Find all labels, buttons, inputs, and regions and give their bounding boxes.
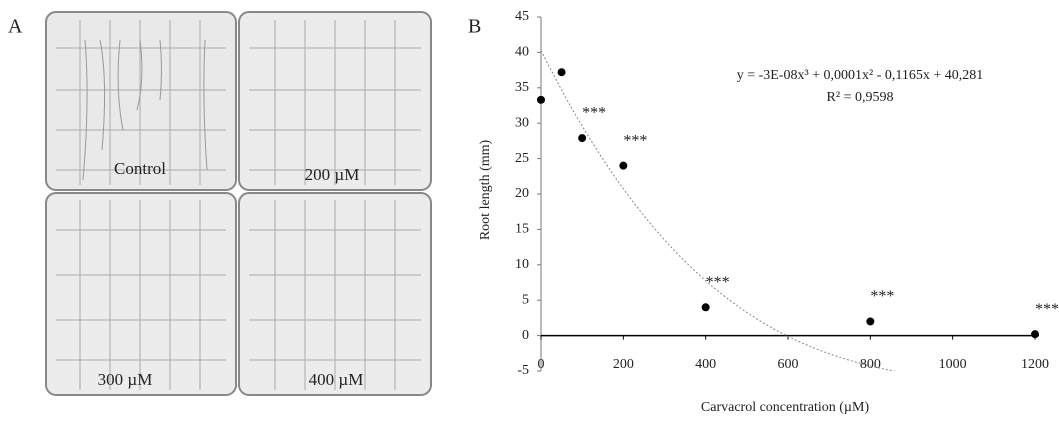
x-tick-label: 0 (538, 357, 545, 372)
x-tick-label: 200 (613, 357, 634, 372)
data-point (866, 317, 875, 326)
y-tick-label: 40 (515, 45, 529, 60)
data-point (619, 161, 628, 170)
x-tick-label: 600 (778, 357, 799, 372)
y-tick-label: 45 (515, 9, 529, 24)
plate-label: 300 µM (98, 370, 153, 389)
y-tick-label: 30 (515, 115, 529, 130)
x-tick-label: 1000 (939, 357, 967, 372)
r-squared: R² = 0,9598 (827, 90, 894, 105)
plate (45, 11, 237, 191)
y-tick-label: 15 (515, 222, 529, 237)
x-tick-label: 1200 (1021, 357, 1049, 372)
x-axis-label: Carvacrol concentration (µM) (701, 400, 870, 415)
significance-label: *** (582, 105, 606, 122)
panel-label: B (468, 16, 481, 38)
y-tick-label: 25 (515, 151, 529, 166)
data-point (1031, 330, 1039, 339)
panel-label: A (8, 16, 23, 38)
plate (238, 11, 432, 191)
y-tick-label: 5 (522, 292, 529, 307)
trendline (541, 50, 897, 371)
y-tick-label: 0 (522, 328, 529, 343)
data-point (578, 134, 587, 143)
significance-label: *** (623, 132, 647, 149)
plates (45, 11, 432, 396)
data-point (537, 95, 545, 104)
plate-label: 200 µM (305, 165, 360, 184)
data-point (701, 303, 710, 312)
y-tick-label: -5 (517, 363, 529, 378)
y-tick-label: 10 (515, 257, 529, 272)
significance-label: *** (1035, 301, 1059, 318)
plate-label: Control (114, 159, 166, 178)
trendline-equation: y = -3E-08x³ + 0,0001x² - 0,1165x + 40,2… (737, 68, 984, 83)
plate-label: 400 µM (309, 370, 364, 389)
significance-label: *** (870, 288, 894, 305)
y-tick-label: 20 (515, 186, 529, 201)
plate (45, 192, 237, 396)
data-point (557, 68, 566, 77)
y-axis-label: Root length (mm) (478, 140, 493, 241)
x-tick-label: 400 (695, 357, 716, 372)
y-tick-label: 35 (515, 80, 529, 95)
x-tick-label: 800 (860, 357, 881, 372)
significance-label: *** (706, 274, 730, 291)
plate (238, 192, 432, 396)
